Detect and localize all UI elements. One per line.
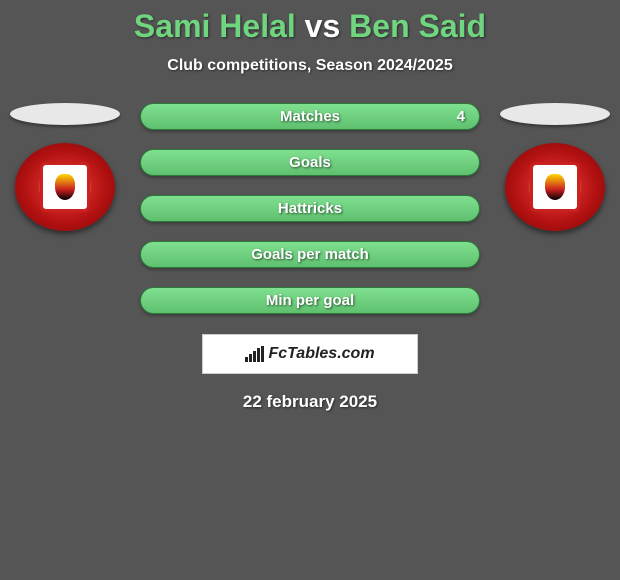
right-column xyxy=(500,103,610,231)
player2-club-logo xyxy=(505,143,605,231)
stat-bar-goals: Goals xyxy=(140,149,480,176)
player2-name: Ben Said xyxy=(349,8,486,44)
stat-label: Goals per match xyxy=(251,246,369,263)
comparison-card: Sami Helal vs Ben Said Club competitions… xyxy=(0,0,620,412)
player2-shadow-ellipse xyxy=(500,103,610,125)
stat-bar-min-per-goal: Min per goal xyxy=(140,287,480,314)
stat-label: Matches xyxy=(280,108,340,125)
stat-label: Min per goal xyxy=(266,292,354,309)
stats-column: Matches 4 Goals Hattricks Goals per matc… xyxy=(140,103,480,314)
player1-shadow-ellipse xyxy=(10,103,120,125)
date-text: 22 february 2025 xyxy=(0,392,620,412)
main-row: Matches 4 Goals Hattricks Goals per matc… xyxy=(0,103,620,314)
stat-label: Goals xyxy=(289,154,331,171)
vs-text: vs xyxy=(305,8,341,44)
subtitle: Club competitions, Season 2024/2025 xyxy=(0,57,620,75)
page-title: Sami Helal vs Ben Said xyxy=(0,8,620,45)
stat-bar-goals-per-match: Goals per match xyxy=(140,241,480,268)
brand-box: FcTables.com xyxy=(202,334,418,374)
bars-icon xyxy=(245,346,264,362)
stat-bar-matches: Matches 4 xyxy=(140,103,480,130)
stat-label: Hattricks xyxy=(278,200,342,217)
stat-bar-hattricks: Hattricks xyxy=(140,195,480,222)
left-column xyxy=(10,103,120,231)
player1-club-logo xyxy=(15,143,115,231)
player1-name: Sami Helal xyxy=(134,8,296,44)
stat-value-right: 4 xyxy=(457,108,465,125)
brand-text: FcTables.com xyxy=(268,345,374,363)
